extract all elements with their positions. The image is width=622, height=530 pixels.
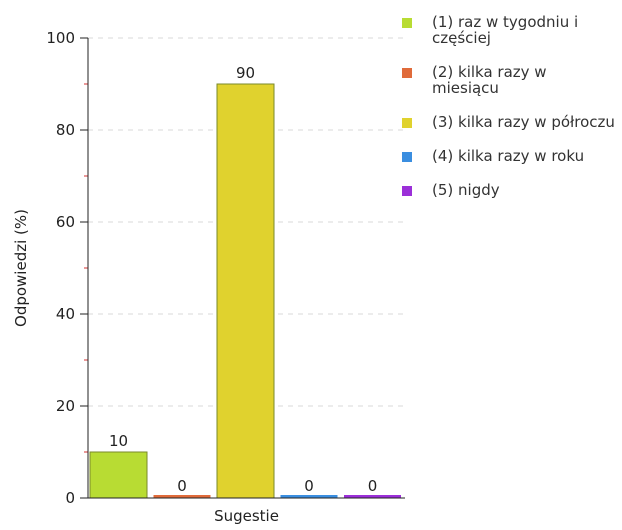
legend-item: (1) raz w tygodniu i częściej: [402, 14, 617, 46]
axes: [80, 37, 405, 499]
y-tick-label: 100: [46, 29, 75, 47]
y-tick-label: 0: [65, 489, 75, 507]
data-label: 90: [236, 64, 255, 82]
legend-label: (5) nigdy: [432, 181, 500, 199]
data-label: 10: [109, 432, 128, 450]
legend-label: (1) raz w tygodniu i częściej: [432, 13, 579, 47]
legend-label: (2) kilka razy w miesiącu: [432, 63, 547, 97]
legend-swatch: [402, 152, 412, 162]
legend-label: (4) kilka razy w roku: [432, 147, 585, 165]
legend-swatch: [402, 186, 412, 196]
legend-item: (4) kilka razy w roku: [402, 148, 617, 164]
legend-label: (3) kilka razy w półroczu: [432, 113, 615, 131]
bar: [153, 495, 211, 498]
y-tick-label: 60: [56, 213, 75, 231]
bar: [89, 451, 148, 499]
y-axis-label: Odpowiedzi (%): [12, 209, 30, 327]
legend-swatch: [402, 118, 412, 128]
data-label: 0: [368, 477, 378, 495]
x-axis-label: Sugestie: [214, 507, 279, 525]
legend-item: (2) kilka razy w miesiącu: [402, 64, 617, 96]
bars: [89, 83, 401, 499]
y-tick-label: 80: [56, 121, 75, 139]
gridlines: [88, 37, 405, 407]
bar: [280, 495, 338, 498]
legend-swatch: [402, 68, 412, 78]
bar: [344, 495, 401, 498]
legend: (1) raz w tygodniu i częściej (2) kilka r…: [402, 14, 617, 216]
bar: [216, 83, 275, 499]
legend-swatch: [402, 18, 412, 28]
legend-item: (5) nigdy: [402, 182, 617, 198]
data-label: 0: [177, 477, 187, 495]
y-tick-label: 20: [56, 397, 75, 415]
data-label: 0: [304, 477, 314, 495]
y-tick-label: 40: [56, 305, 75, 323]
legend-item: (3) kilka razy w półroczu: [402, 114, 617, 130]
